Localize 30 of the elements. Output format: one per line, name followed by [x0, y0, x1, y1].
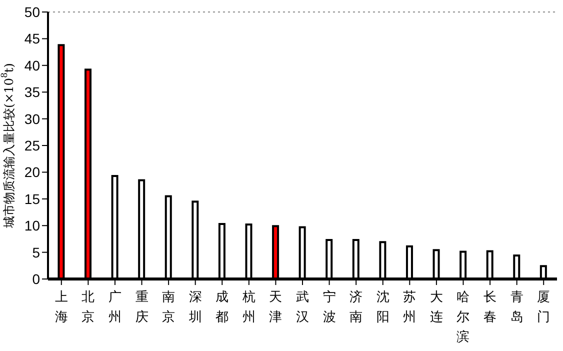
- x-tick-label: 天津: [269, 290, 282, 325]
- x-tick-label: 济南: [350, 290, 363, 325]
- y-tick-label: 0: [32, 270, 40, 287]
- y-tick-label: 5: [32, 244, 40, 260]
- x-tick-label: 深圳: [188, 290, 202, 325]
- x-tick-label: 重庆: [135, 290, 148, 325]
- x-tick-label: 长春: [484, 290, 497, 325]
- x-tick-label: 宁波: [322, 289, 336, 325]
- x-tick-label: 杭州: [241, 290, 256, 325]
- x-tick-label: 南京: [162, 290, 176, 325]
- x-tick-label: 沈阳: [376, 290, 390, 325]
- y-tick-label: 15: [24, 190, 40, 207]
- x-tick-label: 武汉: [296, 290, 309, 325]
- y-tick-label: 45: [24, 30, 40, 47]
- x-tick-label: 苏州: [403, 290, 416, 325]
- x-tick-label: 成都: [216, 290, 229, 325]
- x-tick-label: 哈尔滨: [456, 290, 470, 345]
- x-tick-label: 青岛: [510, 290, 524, 325]
- x-tick-label: 广州: [108, 290, 122, 325]
- x-tick-label: 厦门: [537, 290, 550, 325]
- x-tick-label: 大连: [430, 290, 443, 325]
- y-tick-label: 20: [24, 164, 40, 180]
- y-tick-label: 30: [24, 110, 40, 127]
- y-tick-label: 25: [24, 137, 40, 154]
- x-tick-label: 北京: [82, 290, 95, 325]
- y-tick-label: 10: [24, 218, 40, 234]
- y-tick-label: 40: [24, 57, 40, 74]
- y-tick-label: 35: [24, 84, 40, 100]
- y-tick-label: 50: [24, 4, 40, 20]
- x-tick-label: 上海: [54, 290, 68, 325]
